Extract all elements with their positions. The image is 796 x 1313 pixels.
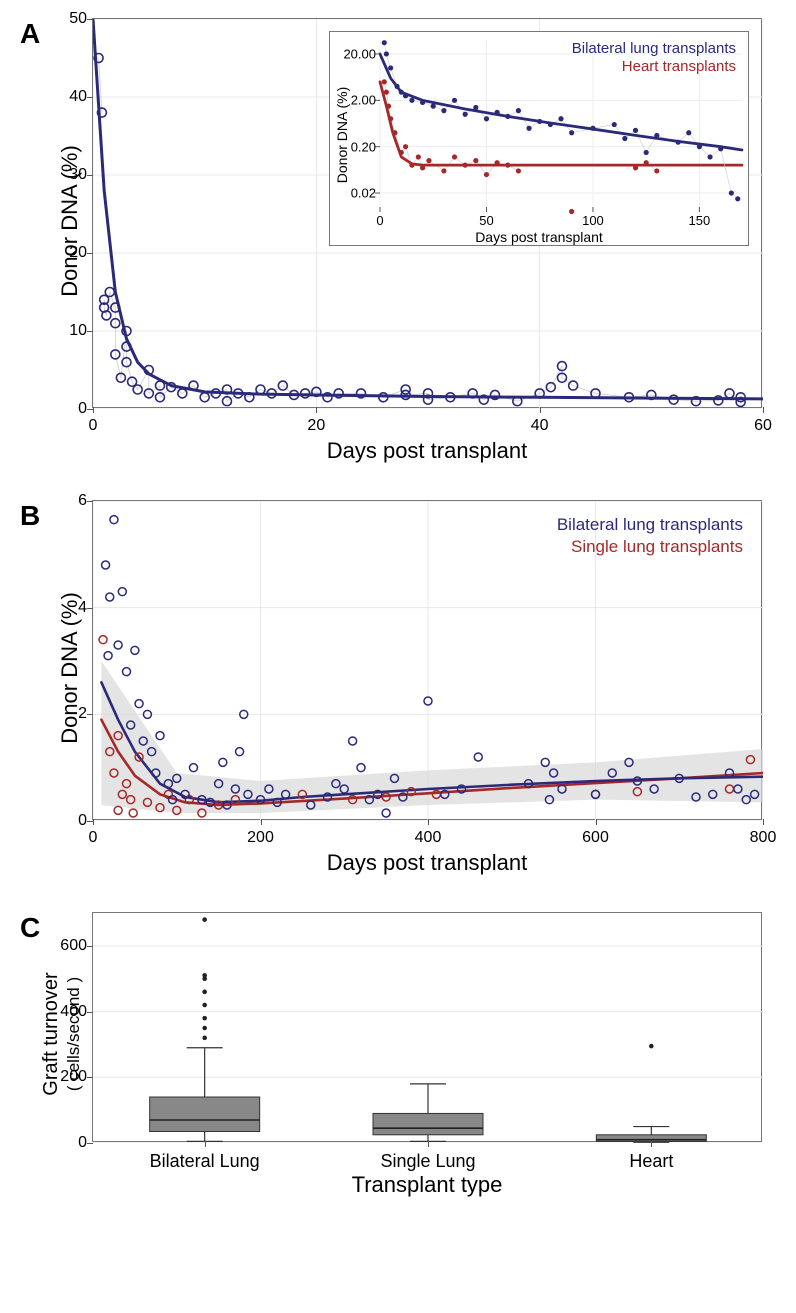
inset-legend-lung: Bilateral lung transplants [572, 40, 736, 57]
panel-b-label: B [20, 500, 40, 532]
panel-a: A Donor DNA (%) 020406001020304050 05010… [20, 18, 776, 488]
panel-b-legend-1: Bilateral lung transplants [557, 515, 743, 535]
panel-b-legend-2: Single lung transplants [571, 537, 743, 557]
panel-a-frame: 020406001020304050 0501001500.020.202.00… [92, 18, 762, 408]
panel-a-ylabel: Donor DNA (%) [57, 121, 83, 321]
panel-c-frame: 0200400600Bilateral LungSingle LungHeart [92, 912, 762, 1142]
panel-c: C Graft turnover ( cells/second ) 020040… [20, 912, 776, 1222]
panel-c-xlabel: Transplant type [92, 1172, 762, 1198]
panel-a-inset: 0501001500.020.202.0020.00 Bilateral lun… [329, 31, 749, 246]
panel-b-frame: 02004006008000246 Bilateral lung transpl… [92, 500, 762, 820]
panel-c-ylabel: Graft turnover ( cells/second ) [40, 934, 84, 1134]
inset-ylabel: Donor DNA (%) [334, 75, 350, 195]
inset-legend-heart: Heart transplants [622, 58, 736, 75]
panel-c-label: C [20, 912, 40, 944]
panel-b: B Donor DNA (%) 02004006008000246 Bilate… [20, 500, 776, 900]
panel-b-xlabel: Days post transplant [92, 850, 762, 876]
inset-xlabel: Days post transplant [330, 229, 748, 245]
panel-c-svg [93, 913, 763, 1143]
panel-a-label: A [20, 18, 40, 50]
panel-a-xlabel: Days post transplant [92, 438, 762, 464]
